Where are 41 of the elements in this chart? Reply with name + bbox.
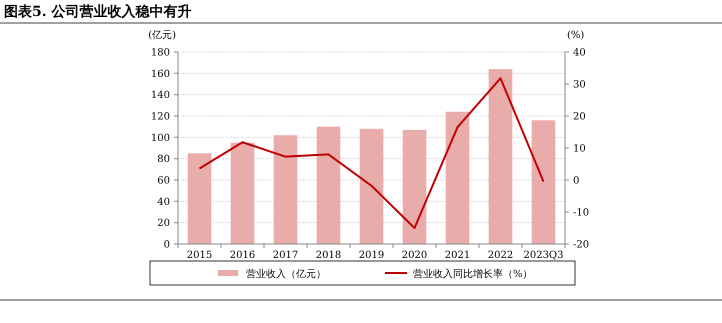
y-tick-label: 120: [150, 112, 170, 122]
y-tick-label: 40: [157, 196, 170, 208]
x-tick-label: 2015: [186, 250, 212, 261]
x-tick-label: 2023Q3: [523, 250, 564, 261]
y-tick-label: 80: [157, 154, 170, 166]
y2-tick-label: 30: [573, 80, 586, 90]
y-axis-title: (亿元): [148, 30, 176, 41]
line-series: [198, 77, 544, 229]
x-tick-label: 2022: [488, 250, 514, 261]
bar: [446, 112, 470, 244]
chart-title: 图表5. 公司营业收入稳中有升: [4, 3, 192, 20]
y2-tick-label: 0: [573, 176, 580, 186]
bar: [274, 135, 298, 244]
y-tick-label: 20: [157, 218, 170, 230]
y-tick-label: 180: [150, 48, 170, 58]
y2-axis-title: (%): [567, 30, 584, 41]
y2-tick-label: 20: [573, 112, 586, 122]
y-tick-label: 60: [157, 176, 170, 186]
y2-tick-label: 10: [573, 144, 586, 154]
y-tick-label: 0: [164, 240, 170, 250]
y-tick-label: 140: [150, 90, 170, 102]
y-tick-label: 160: [150, 68, 170, 80]
bar: [402, 130, 426, 244]
bar: [230, 142, 254, 244]
y2-tick-label: -10: [573, 208, 590, 218]
x-tick-label: 2016: [230, 250, 256, 261]
bar: [188, 153, 212, 244]
x-tick-label: 2017: [272, 250, 298, 261]
bar: [532, 120, 556, 244]
legend-label: 营业收入同比增长率（%）: [413, 268, 533, 280]
legend-label: 营业收入（亿元）: [246, 268, 326, 280]
x-tick-label: 2020: [402, 250, 428, 261]
y-tick-label: 100: [150, 132, 170, 144]
x-tick-label: 2019: [358, 250, 384, 261]
x-tick-label: 2021: [444, 250, 470, 261]
y2-tick-label: -20: [573, 240, 590, 250]
y2-tick-label: 40: [573, 48, 586, 58]
bar: [360, 128, 384, 244]
bar: [316, 126, 340, 244]
bar: [488, 69, 512, 244]
x-tick-label: 2018: [316, 250, 342, 261]
